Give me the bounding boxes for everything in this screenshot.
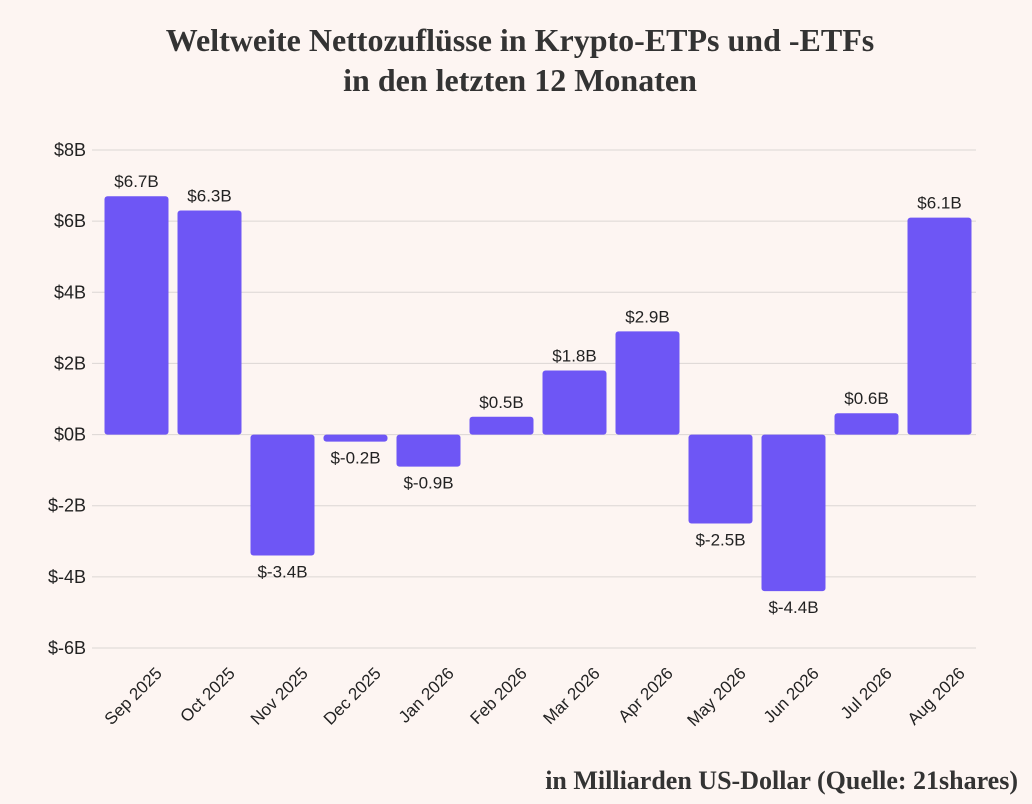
x-category-label: Oct 2025: [177, 664, 239, 726]
bar-jun-2026: [761, 434, 826, 592]
bar-jan-2026: [396, 434, 461, 467]
bar-value-labels: $6.7B $6.3B $-3.4B $-0.2B $-0.9B $0.5B $1.8B $2…: [114, 172, 961, 617]
bar-value-label: $2.9B: [625, 307, 669, 326]
x-category-label: Aug 2026: [904, 664, 969, 729]
y-tick-label: $8B: [54, 140, 86, 160]
x-category-label: Apr 2026: [615, 664, 677, 726]
x-category-label: Jan 2026: [395, 664, 458, 727]
bar-value-label: $0.6B: [844, 389, 888, 408]
title-line-1: Weltweite Nettozuflüsse in Krypto-ETPs u…: [165, 22, 875, 58]
bar-jul-2026: [834, 413, 899, 435]
bar-sep-2025: [104, 196, 169, 435]
x-category-label: Mar 2026: [540, 664, 604, 728]
chart-title: Weltweite Nettozuflüsse in Krypto-ETPs u…: [0, 20, 1032, 100]
bar-may-2026: [688, 434, 753, 524]
y-tick-label: $4B: [54, 282, 86, 302]
x-category-label: Jun 2026: [760, 664, 823, 727]
bar-dec-2025: [323, 434, 388, 442]
bar-aug-2026: [907, 217, 972, 435]
y-tick-label: $-6B: [48, 638, 86, 658]
x-category-label: Dec 2025: [320, 664, 385, 729]
bar-apr-2026: [615, 331, 680, 435]
bar-feb-2026: [469, 416, 534, 435]
x-category-label: Jul 2026: [837, 664, 896, 723]
bar-nov-2025: [250, 434, 315, 556]
y-tick-label: $-2B: [48, 496, 86, 516]
source-footnote: in Milliarden US-Dollar (Quelle: 21share…: [545, 766, 1018, 795]
bar-value-label: $1.8B: [552, 347, 596, 366]
bar-value-label: $6.3B: [187, 186, 231, 205]
bar-oct-2025: [177, 210, 242, 435]
bar-mar-2026: [542, 370, 607, 435]
x-category-label: Nov 2025: [247, 664, 312, 729]
bar-value-label: $-0.2B: [330, 449, 380, 468]
bar-value-label: $6.7B: [114, 172, 158, 191]
bar-value-label: $6.1B: [917, 194, 961, 213]
title-line-2: in den letzten 12 Monaten: [343, 62, 697, 98]
y-tick-label: $0B: [54, 425, 86, 445]
x-axis-category-labels: Sep 2025 Oct 2025 Nov 2025 Dec 2025 Jan 2026…: [101, 664, 969, 730]
grid-lines: [92, 149, 976, 649]
x-category-label: Sep 2025: [101, 664, 166, 729]
y-tick-label: $6B: [54, 211, 86, 231]
x-category-label: Feb 2026: [467, 664, 531, 728]
x-category-label: May 2026: [684, 664, 750, 730]
bar-value-label: $-3.4B: [257, 563, 307, 582]
y-axis-tick-labels: $8B $6B $4B $2B $0B $-2B $-4B $-6B: [48, 140, 86, 658]
y-tick-label: $2B: [54, 353, 86, 373]
bar-value-label: $0.5B: [479, 393, 523, 412]
bar-value-label: $-4.4B: [768, 598, 818, 617]
bars: [104, 196, 972, 592]
y-tick-label: $-4B: [48, 567, 86, 587]
bar-value-label: $-0.9B: [403, 474, 453, 493]
bar-value-label: $-2.5B: [695, 531, 745, 550]
